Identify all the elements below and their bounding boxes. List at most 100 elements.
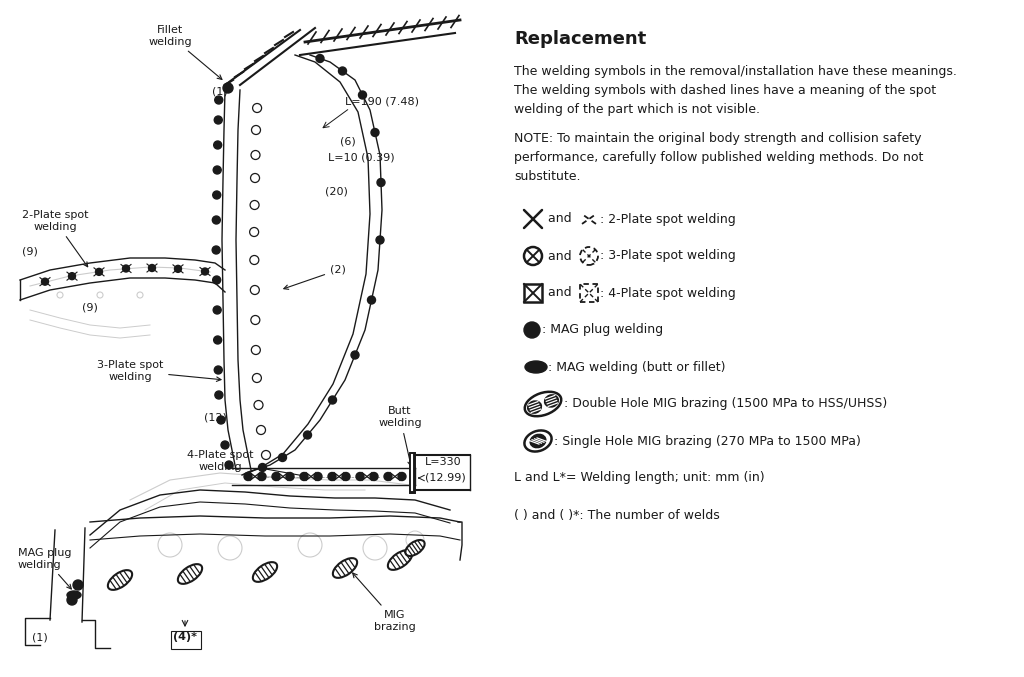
Text: 4-Plate spot
welding: 4-Plate spot welding — [186, 450, 306, 478]
Text: L=190 (7.48): L=190 (7.48) — [345, 97, 419, 107]
Text: NOTE: To maintain the original body strength and collision safety: NOTE: To maintain the original body stre… — [514, 132, 922, 145]
Text: and: and — [544, 213, 575, 225]
Circle shape — [215, 391, 223, 399]
Circle shape — [272, 473, 280, 481]
Circle shape — [398, 473, 406, 481]
Text: Fillet
welding: Fillet welding — [148, 25, 222, 79]
Text: (4)*: (4)* — [173, 632, 197, 642]
Ellipse shape — [530, 435, 546, 447]
Circle shape — [213, 191, 221, 199]
Text: : MAG welding (butt or fillet): : MAG welding (butt or fillet) — [548, 360, 725, 374]
Text: : 4-Plate spot welding: : 4-Plate spot welding — [600, 286, 736, 299]
Text: (12.99): (12.99) — [425, 472, 466, 482]
Ellipse shape — [545, 395, 558, 407]
Circle shape — [524, 322, 540, 338]
Circle shape — [73, 580, 83, 590]
Text: substitute.: substitute. — [514, 170, 581, 183]
Circle shape — [215, 96, 223, 104]
Circle shape — [225, 461, 233, 469]
Circle shape — [217, 416, 225, 424]
Ellipse shape — [525, 361, 547, 373]
Circle shape — [214, 366, 222, 374]
Circle shape — [376, 236, 384, 244]
Circle shape — [342, 473, 350, 481]
Circle shape — [368, 296, 376, 304]
Circle shape — [95, 268, 102, 276]
Circle shape — [339, 67, 346, 75]
Text: and: and — [544, 286, 575, 299]
Text: (6): (6) — [340, 137, 355, 147]
Ellipse shape — [524, 392, 561, 416]
Text: (2): (2) — [284, 265, 346, 289]
Circle shape — [214, 116, 222, 124]
Circle shape — [328, 473, 336, 481]
Ellipse shape — [178, 564, 202, 584]
Text: Butt
welding: Butt welding — [378, 406, 422, 466]
Circle shape — [214, 336, 221, 344]
Text: : 3-Plate spot welding: : 3-Plate spot welding — [600, 250, 736, 263]
Circle shape — [67, 595, 77, 605]
Text: (1): (1) — [212, 87, 228, 97]
Text: (20): (20) — [325, 187, 348, 197]
Text: performance, carefully follow published welding methods. Do not: performance, carefully follow published … — [514, 151, 924, 164]
Text: 3-Plate spot
welding: 3-Plate spot welding — [97, 360, 221, 382]
Circle shape — [286, 473, 294, 481]
Circle shape — [42, 278, 48, 285]
Text: 2-Plate spot
welding: 2-Plate spot welding — [22, 210, 88, 267]
Circle shape — [358, 91, 367, 99]
Text: (9): (9) — [82, 302, 98, 312]
Text: : Single Hole MIG brazing (270 MPa to 1500 MPa): : Single Hole MIG brazing (270 MPa to 15… — [554, 435, 861, 447]
Ellipse shape — [253, 562, 278, 582]
Text: : Double Hole MIG brazing (1500 MPa to HSS/UHSS): : Double Hole MIG brazing (1500 MPa to H… — [564, 397, 887, 410]
Text: (9): (9) — [22, 247, 38, 257]
Circle shape — [221, 441, 229, 449]
Text: MAG plug
welding: MAG plug welding — [18, 548, 72, 589]
Circle shape — [202, 268, 209, 275]
Circle shape — [377, 179, 385, 186]
Circle shape — [300, 473, 308, 481]
Circle shape — [370, 473, 378, 481]
Circle shape — [244, 473, 252, 481]
Text: : 2-Plate spot welding: : 2-Plate spot welding — [600, 213, 736, 225]
Circle shape — [213, 276, 220, 284]
Circle shape — [223, 83, 233, 93]
Ellipse shape — [527, 401, 542, 413]
Circle shape — [384, 473, 392, 481]
Text: MIG
brazing: MIG brazing — [352, 573, 416, 632]
Text: ( ) and ( )*: The number of welds: ( ) and ( )*: The number of welds — [514, 508, 720, 521]
Circle shape — [214, 141, 222, 149]
Text: (1): (1) — [32, 632, 48, 642]
Circle shape — [174, 265, 181, 272]
Circle shape — [148, 265, 156, 271]
Text: welding of the part which is not visible.: welding of the part which is not visible… — [514, 103, 760, 116]
Circle shape — [212, 246, 220, 254]
Circle shape — [69, 273, 76, 280]
Text: L=10 (0.39): L=10 (0.39) — [328, 152, 394, 162]
Circle shape — [356, 473, 364, 481]
Text: The welding symbols with dashed lines have a meaning of the spot: The welding symbols with dashed lines ha… — [514, 84, 936, 97]
Circle shape — [213, 306, 221, 314]
Text: L and L*= Welding length; unit: mm (in): L and L*= Welding length; unit: mm (in) — [514, 471, 765, 485]
Circle shape — [279, 454, 287, 462]
Circle shape — [351, 351, 359, 359]
Ellipse shape — [524, 431, 552, 452]
Circle shape — [314, 473, 322, 481]
Ellipse shape — [67, 591, 81, 599]
Circle shape — [329, 396, 337, 404]
Circle shape — [258, 464, 266, 471]
Ellipse shape — [108, 570, 132, 590]
Circle shape — [123, 265, 129, 272]
Ellipse shape — [388, 550, 412, 570]
Text: (12): (12) — [204, 412, 226, 422]
Ellipse shape — [333, 558, 357, 578]
Circle shape — [371, 129, 379, 137]
Text: Replacement: Replacement — [514, 30, 646, 48]
Text: : MAG plug welding: : MAG plug welding — [542, 324, 664, 336]
Circle shape — [258, 473, 266, 481]
Text: The welding symbols in the removal/installation have these meanings.: The welding symbols in the removal/insta… — [514, 65, 956, 78]
Circle shape — [213, 166, 221, 174]
Circle shape — [212, 216, 220, 224]
Text: L=330: L=330 — [425, 457, 462, 467]
Circle shape — [316, 55, 324, 62]
Ellipse shape — [406, 540, 425, 556]
